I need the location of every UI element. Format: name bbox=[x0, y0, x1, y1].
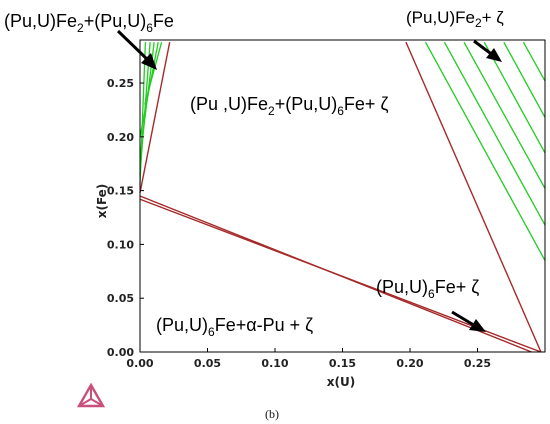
annotation-fe2-plus-6fe: (Pu,U)Fe2+(Pu,U)6Fe bbox=[4, 11, 174, 35]
annotation-6fe-plus-zeta: (Pu,U)6Fe+ ζ bbox=[376, 277, 479, 301]
y-tick-label-3: 0.15 bbox=[107, 185, 134, 198]
x-tick-label-5: 0.25 bbox=[464, 357, 491, 370]
tie-line-8 bbox=[483, 41, 546, 154]
arrow-to-right-field bbox=[473, 39, 502, 62]
thermo-calc-logo-icon bbox=[76, 382, 106, 408]
tie-line-6 bbox=[443, 41, 546, 226]
annotation-6fe-plus-alpha-pu-plus-zeta: (Pu,U)6Fe+α-Pu + ζ bbox=[156, 315, 313, 339]
x-tick-label-0: 0.00 bbox=[126, 357, 153, 370]
x-tick-label-1: 0.05 bbox=[194, 357, 221, 370]
phase-boundary-2 bbox=[139, 42, 171, 193]
phase-boundary-3 bbox=[405, 41, 542, 353]
tie-line-4 bbox=[144, 41, 163, 105]
annotation-three-phase-field: (Pu ,U)Fe2+(Pu,U)6Fe+ ζ bbox=[190, 94, 388, 118]
x-tick-label-3: 0.15 bbox=[329, 357, 356, 370]
y-axis-label: x(Fe) bbox=[95, 184, 109, 219]
tie-lines bbox=[139, 41, 546, 261]
tie-line-9 bbox=[503, 41, 546, 118]
tie-line-5 bbox=[424, 41, 546, 261]
y-tick-label-1: 0.05 bbox=[107, 292, 134, 305]
figure-caption: (b) bbox=[265, 407, 279, 421]
tie-line-10 bbox=[522, 41, 546, 82]
arrow-to-left-field bbox=[116, 29, 157, 70]
x-tick-label-2: 0.10 bbox=[261, 357, 288, 370]
y-tick-label-0: 0.00 bbox=[107, 346, 134, 359]
tie-line-7 bbox=[463, 41, 546, 189]
x-tick-label-4: 0.20 bbox=[396, 357, 423, 370]
y-tick-label-2: 0.10 bbox=[107, 238, 134, 251]
plot-frame bbox=[139, 39, 546, 353]
y-tick-label-4: 0.20 bbox=[107, 131, 134, 144]
phase-boundaries bbox=[139, 41, 542, 353]
annotation-fe2-plus-zeta: (Pu,U)Fe2+ ζ bbox=[406, 8, 504, 30]
y-tick-label-5: 0.25 bbox=[107, 77, 134, 90]
axis-ticks: 0.00 0.05 0.10 0.15 0.20 0.25 0.00 0.05 0.10 0.15… bbox=[107, 77, 491, 370]
x-axis-label: x(U) bbox=[327, 375, 355, 389]
arrow-to-lower-field bbox=[451, 310, 486, 332]
